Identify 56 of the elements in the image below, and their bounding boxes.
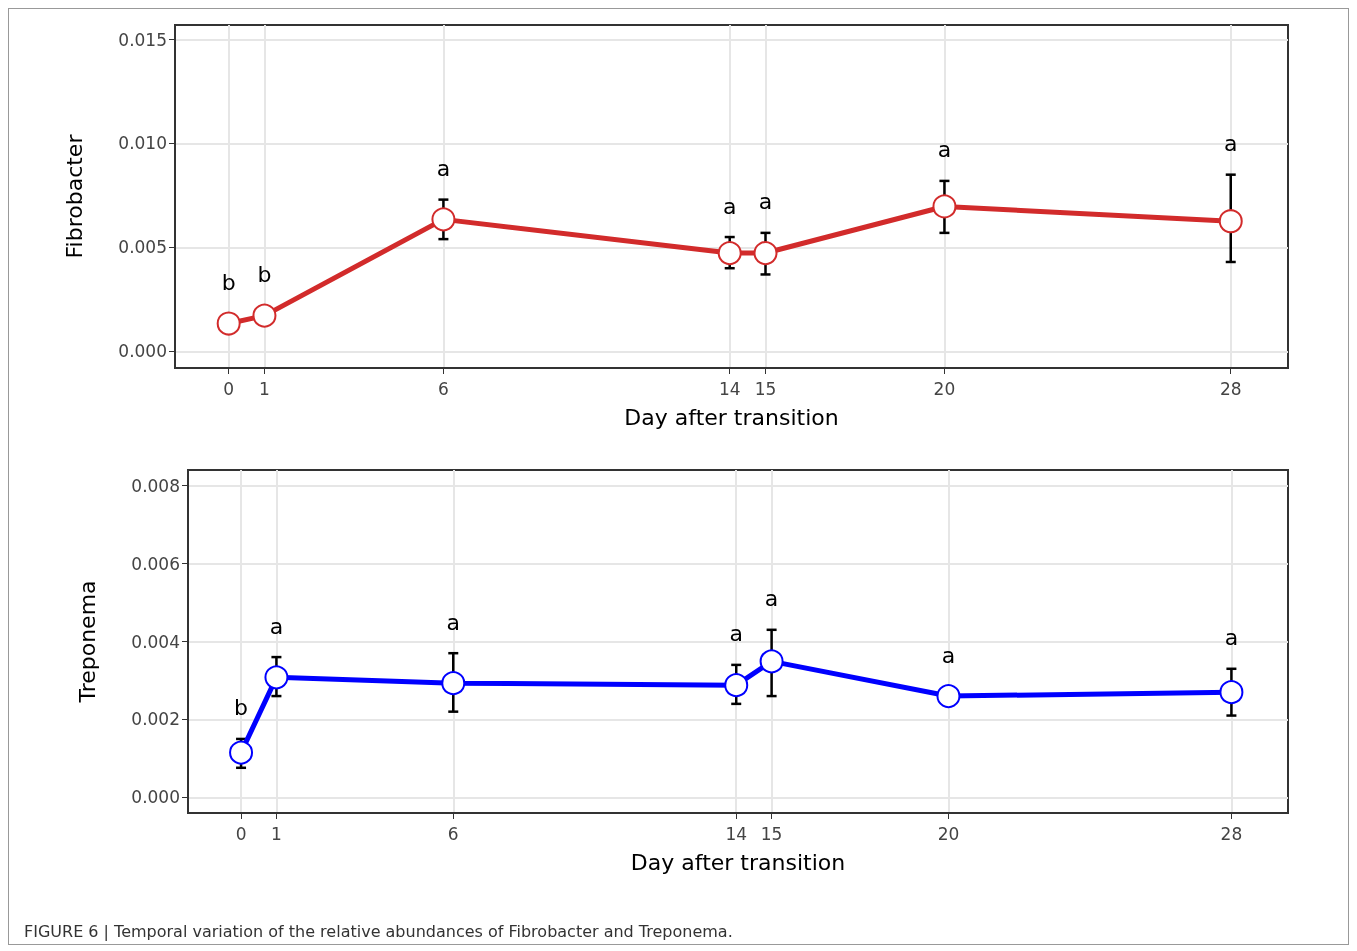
point bbox=[229, 740, 254, 765]
y-axis-title: Fibrobacter bbox=[61, 133, 87, 259]
point bbox=[264, 665, 289, 690]
annotation: a bbox=[729, 621, 743, 647]
y-tick-label: 0.008 bbox=[131, 475, 180, 496]
annotation: a bbox=[722, 193, 737, 219]
x-tick-label: 1 bbox=[271, 823, 282, 844]
y-tick-label: 0.006 bbox=[131, 553, 180, 574]
annotation: b bbox=[221, 270, 236, 296]
annotation: a bbox=[941, 642, 956, 668]
x-tick-label: 6 bbox=[437, 378, 449, 399]
point bbox=[759, 649, 784, 674]
y-tick-label: 0.015 bbox=[118, 29, 167, 50]
caption: FIGURE 6 | Temporal variation of the relative abundances of Fibrobacter and Treponema. bbox=[24, 922, 733, 941]
x-tick-label: 0 bbox=[223, 378, 235, 399]
y-axis-title: Treponema bbox=[74, 580, 100, 704]
x-tick-label: 6 bbox=[447, 823, 459, 844]
x-tick-label: 20 bbox=[933, 378, 956, 399]
point bbox=[1218, 209, 1243, 234]
point bbox=[431, 207, 456, 232]
x-tick-label: 14 bbox=[725, 823, 748, 844]
x-tick-label: 15 bbox=[760, 823, 783, 844]
x-tick-label: 1 bbox=[259, 378, 270, 399]
x-tick-label: 14 bbox=[718, 378, 741, 399]
y-tick-label: 0.000 bbox=[118, 341, 167, 362]
x-tick-label: 20 bbox=[937, 823, 960, 844]
x-axis-title: Day after transition bbox=[630, 849, 846, 875]
y-tick-label: 0.010 bbox=[118, 133, 167, 154]
point bbox=[1219, 680, 1244, 705]
point bbox=[216, 311, 241, 336]
point bbox=[724, 673, 749, 698]
annotation: b bbox=[234, 695, 249, 721]
annotation: a bbox=[1224, 625, 1239, 651]
point bbox=[753, 241, 778, 266]
x-axis-title: Day after transition bbox=[624, 404, 839, 430]
y-tick-label: 0.000 bbox=[131, 787, 180, 808]
point bbox=[932, 194, 957, 219]
x-tick-label: 28 bbox=[1219, 378, 1242, 399]
annotation: a bbox=[937, 137, 952, 163]
y-tick-label: 0.004 bbox=[131, 631, 180, 652]
y-tick-label: 0.005 bbox=[118, 237, 167, 258]
annotation: a bbox=[764, 586, 779, 612]
point bbox=[441, 671, 466, 696]
annotation: a bbox=[269, 613, 284, 639]
annotation: a bbox=[436, 156, 451, 182]
point bbox=[717, 241, 742, 266]
point bbox=[936, 684, 961, 709]
y-tick-label: 0.002 bbox=[131, 709, 180, 730]
annotation: b bbox=[257, 262, 272, 288]
x-tick-label: 28 bbox=[1220, 823, 1243, 844]
x-tick-label: 0 bbox=[235, 823, 247, 844]
x-tick-label: 15 bbox=[754, 378, 777, 399]
point bbox=[252, 303, 277, 328]
annotation: a bbox=[758, 189, 773, 215]
annotation: a bbox=[1224, 131, 1238, 157]
annotation: a bbox=[446, 609, 461, 635]
